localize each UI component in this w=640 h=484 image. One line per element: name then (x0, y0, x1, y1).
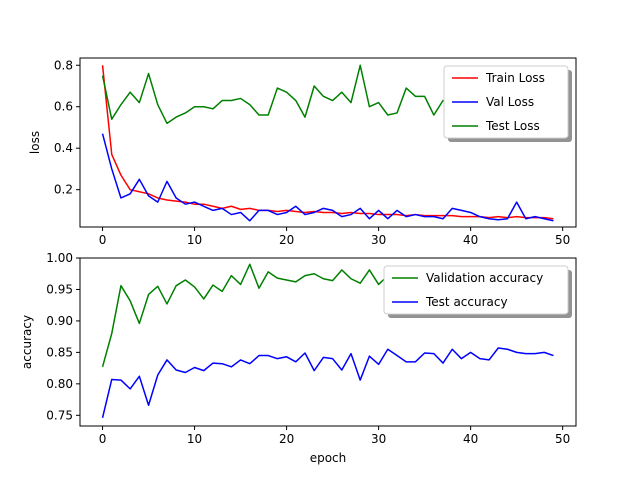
accuracy-x-axis-label: epoch (310, 451, 347, 465)
legend-label: Train Loss (485, 71, 545, 85)
x-tick-label: 10 (187, 233, 202, 247)
loss-panel: 0 10 20 30 40 50 0.2 0.4 0.6 0.8 loss Train Loss V… (28, 57, 577, 247)
accuracy-ticks: 0 10 20 30 40 50 0.75 0.80 0.85 0.90 0.95 1.00 (46, 251, 570, 446)
x-tick-label: 20 (279, 233, 294, 247)
x-tick-label: 40 (463, 233, 478, 247)
y-tick-label: 1.00 (46, 251, 73, 265)
y-tick-label: 0.80 (46, 377, 73, 391)
x-tick-label: 0 (99, 233, 107, 247)
loss-axes-frame (79, 57, 577, 228)
legend-label: Validation accuracy (426, 271, 543, 285)
x-tick-label: 10 (187, 432, 202, 446)
accuracy-axes-frame (79, 257, 577, 427)
y-tick-label: 0.4 (54, 141, 73, 155)
accuracy-legend: Validation accuracy Test accuracy (383, 265, 572, 318)
legend-box (383, 265, 569, 315)
y-tick-label: 0.95 (46, 282, 73, 296)
y-tick-label: 0.75 (46, 408, 73, 422)
loss-y-axis-label: loss (28, 131, 42, 154)
x-tick-label: 40 (463, 432, 478, 446)
x-tick-label: 0 (99, 432, 107, 446)
y-tick-label: 0.8 (54, 58, 73, 72)
y-tick-label: 0.85 (46, 345, 73, 359)
accuracy-y-axis-label: accuracy (20, 315, 34, 369)
series-line-val-loss (101, 133, 554, 222)
y-tick-label: 0.90 (46, 314, 73, 328)
legend-box (443, 65, 569, 139)
x-tick-label: 50 (555, 432, 570, 446)
y-tick-label: 0.2 (54, 183, 73, 197)
x-tick-label: 50 (555, 233, 570, 247)
legend-label: Val Loss (486, 95, 534, 109)
x-tick-label: 30 (371, 432, 386, 446)
loss-legend: Train Loss Val Loss Test Loss (443, 65, 572, 142)
loss-ticks: 0 10 20 30 40 50 0.2 0.4 0.6 0.8 (54, 58, 570, 247)
x-tick-label: 30 (371, 233, 386, 247)
accuracy-panel: 0 10 20 30 40 50 0.75 0.80 0.85 0.90 0.95 1.00 accu… (20, 251, 577, 465)
legend-label: Test accuracy (425, 295, 508, 309)
y-tick-label: 0.6 (54, 100, 73, 114)
x-tick-label: 20 (279, 432, 294, 446)
series-line-test-accuracy (101, 347, 554, 418)
legend-label: Test Loss (485, 119, 540, 133)
